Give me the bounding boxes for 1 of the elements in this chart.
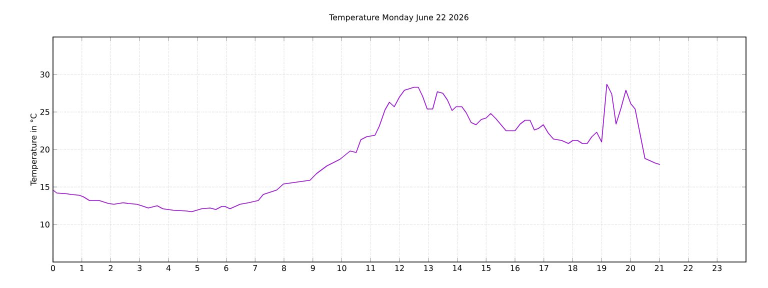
line-series (53, 84, 660, 212)
